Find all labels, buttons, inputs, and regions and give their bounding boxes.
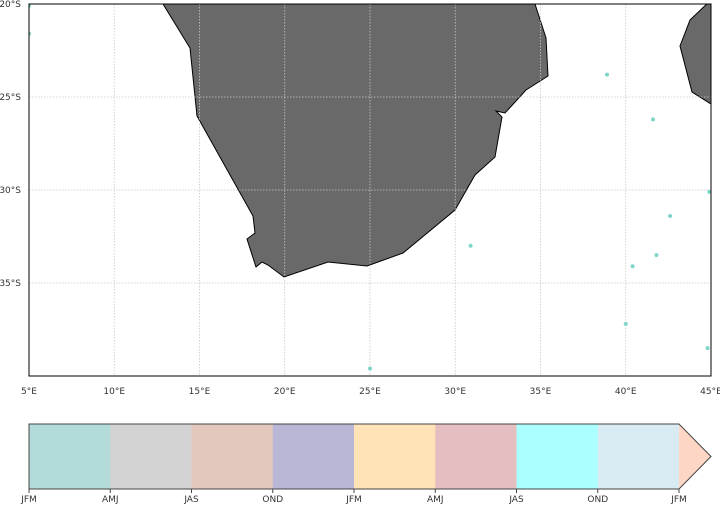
station-point <box>604 72 609 77</box>
colorbar-tick-label: JAS <box>508 495 524 505</box>
colorbar-tick-label: JFM <box>345 495 362 505</box>
colorbar-tick-label: JFM <box>670 495 687 505</box>
longitude-label: 45°E <box>700 387 720 397</box>
colorbar-segment <box>191 424 274 489</box>
colorbar-tick-label: AMJ <box>427 495 444 505</box>
southern-africa-landmass <box>162 4 549 278</box>
graticule <box>29 4 711 376</box>
station-point <box>654 253 659 258</box>
longitude-tick-labels: 5°E 10°E 15°E 20°E 25°E 30°E 35°E 40°E 45°E <box>21 387 720 397</box>
longitude-label: 25°E <box>359 387 381 397</box>
station-point <box>368 366 372 371</box>
colorbar-segment <box>597 424 680 489</box>
station-point <box>668 214 673 219</box>
colorbar-tick-label: AMJ <box>102 495 119 505</box>
longitude-label: 30°E <box>444 387 466 397</box>
station-point <box>651 117 656 122</box>
colorbar-tick-label: OND <box>587 495 608 505</box>
colorbar-segment <box>516 424 599 489</box>
map-frame <box>28 3 712 377</box>
longitude-label: 15°E <box>189 387 211 397</box>
colorbar-extend-arrow <box>679 424 711 489</box>
latitude-label: 30°S <box>0 186 21 196</box>
colorbar-outline <box>28 423 712 490</box>
colorbar-tick-label: JFM <box>20 495 37 505</box>
season-colorbar: JFM AMJ JAS OND JFM AMJ JAS OND JFM <box>20 423 712 505</box>
latitude-label: 20°S <box>0 0 21 10</box>
station-point <box>630 264 635 269</box>
colorbar-tick-label: JAS <box>183 495 199 505</box>
station-point <box>705 346 710 351</box>
longitude-label: 40°E <box>615 387 637 397</box>
colorbar-tick-label: OND <box>262 495 283 505</box>
colorbar-segment <box>29 424 111 489</box>
station-point <box>623 321 628 326</box>
longitude-label: 5°E <box>21 387 37 397</box>
station-point <box>707 189 711 194</box>
longitude-label: 20°E <box>274 387 296 397</box>
colorbar-segment <box>110 424 192 489</box>
colorbar-segment <box>435 424 517 489</box>
longitude-label: 10°E <box>103 387 125 397</box>
madagascar-landmass <box>679 4 711 105</box>
station-point <box>468 243 473 248</box>
colorbar-segment <box>272 424 355 489</box>
longitude-label: 35°E <box>530 387 552 397</box>
latitude-tick-labels: 20°S 25°S 30°S 35°S <box>0 0 21 289</box>
colorbar-segment <box>354 424 436 489</box>
latitude-label: 35°S <box>0 279 21 289</box>
latitude-label: 25°S <box>0 93 21 103</box>
